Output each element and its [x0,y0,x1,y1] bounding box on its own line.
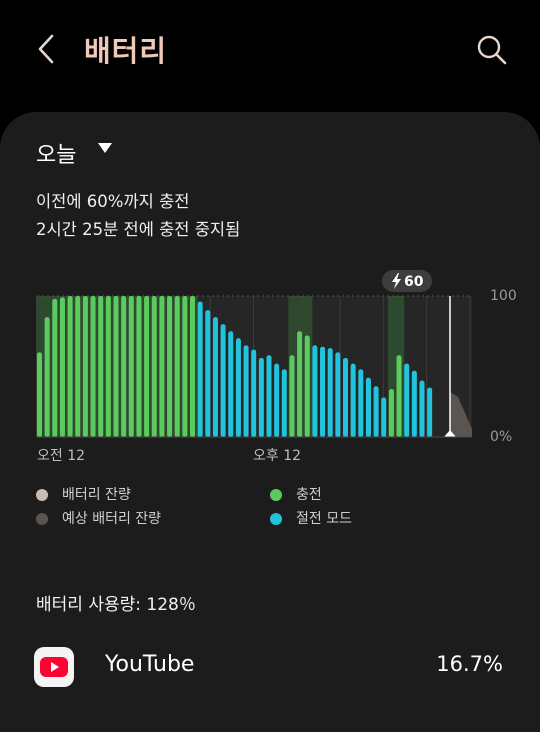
chart-bar [327,348,333,437]
charge-level-tag: 60 [382,270,432,292]
youtube-icon [34,647,74,687]
chart-bar [312,345,318,437]
chart-bar [121,296,127,437]
chart-bar [274,363,280,437]
bolt-icon [392,273,401,289]
chart-bar [365,377,371,437]
chart-bars [37,296,433,437]
chevron-left-icon [38,34,54,64]
chart-bar [251,349,257,437]
chart-bar [419,380,425,437]
chart-bar [388,389,394,437]
chart-bar [320,346,326,437]
charge-stopped-text: 2시간 25분 전에 충전 중지됨 [36,220,241,239]
chart-bar [289,355,295,437]
search-icon [477,35,507,65]
legend-dot-power-saving [270,513,282,525]
chart-bar [37,352,42,437]
chart-bar [373,386,379,437]
chart-bar [228,331,234,437]
chart-bar [220,324,226,437]
app-name: YouTube [105,652,195,677]
chart-bar [304,335,310,437]
chart-bar [151,296,157,437]
charge-status-text: 이전에 60%까지 충전 [36,192,190,211]
back-button[interactable] [30,30,66,70]
period-dropdown[interactable]: 오늘 [36,143,77,168]
chart-bar [396,355,402,437]
legend-dot-charging [270,489,282,501]
charge-tag-label: 60 [404,274,424,290]
chart-bar [82,296,88,437]
app-usage-percent: 16.7% [436,652,503,676]
chart-bar [297,331,303,437]
chart-bar [59,297,65,437]
chart-bar [381,397,387,437]
chart-bar [52,298,58,437]
dropdown-arrow-icon[interactable] [98,143,112,154]
chart-bar [90,296,96,437]
chart-bar [167,296,173,437]
chart-bar [350,363,356,437]
battery-card: 오늘 이전에 60%까지 충전 2시간 25분 전에 충전 중지됨 60 100… [0,112,540,732]
chart-bar [404,363,410,437]
y-tick-top: 100 [490,288,517,304]
chart-bar [427,387,433,437]
chart-bar [235,338,241,437]
chart-bar [190,296,195,437]
x-tick-am: 오전 12 [37,448,85,464]
legend-dot-remaining [36,489,48,501]
now-marker [444,430,456,437]
chart-bar [258,358,264,437]
chart-bar [182,296,188,437]
chart-bar [358,369,364,437]
chart-bar [343,358,348,437]
estimated-remaining-area [450,392,472,437]
chart-bar [212,317,218,437]
chart-bar [197,301,203,437]
battery-usage-total: 배터리 사용량: 128％ [36,595,196,615]
app-header: 배터리 [0,0,540,100]
legend-dot-estimated [36,513,48,525]
chart-bar [411,370,417,437]
chart-bar [335,352,341,437]
charge-tag-bg [382,270,432,292]
chart-bar [174,296,180,437]
chart-bar [44,317,50,437]
chart-bar [98,296,104,437]
page-title: 배터리 [84,34,168,68]
chart-bar [75,296,81,437]
chart-bar [113,296,119,437]
chart-bar [159,296,165,437]
chart-bar [128,296,134,437]
app-usage-row-youtube[interactable]: YouTube 16.7% [0,632,540,702]
battery-usage-chart: 60 100 0% 오전 12 오후 12 [36,270,517,464]
chart-bar [136,296,142,437]
x-tick-pm: 오후 12 [253,448,301,464]
chart-bar [281,369,287,437]
chart-bar [243,345,249,437]
search-button[interactable] [474,32,510,68]
chart-bar [144,296,150,437]
chart-bar [266,355,272,437]
chart-bar [67,296,73,437]
chart-foreground: 60 [37,270,472,438]
chart-bar [205,310,211,437]
chart-bar [105,296,111,437]
y-tick-bottom: 0% [490,429,512,445]
